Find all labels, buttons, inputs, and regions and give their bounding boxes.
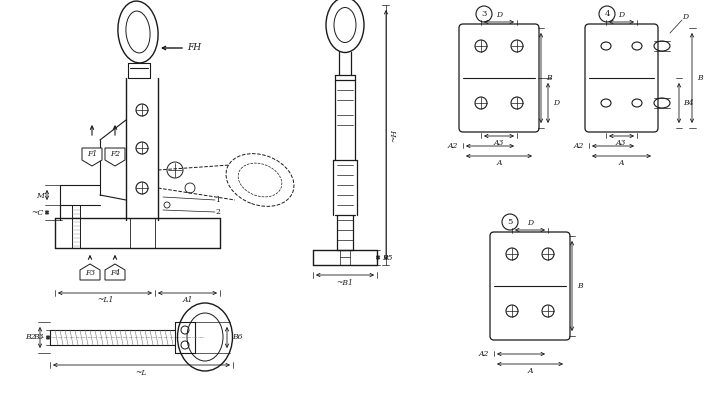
Text: 3: 3	[481, 10, 486, 18]
Text: A: A	[497, 159, 502, 167]
Text: A3: A3	[616, 139, 626, 147]
Polygon shape	[105, 148, 125, 166]
Text: M: M	[36, 192, 44, 200]
Text: A: A	[527, 367, 533, 375]
Text: F3: F3	[85, 269, 95, 277]
Text: F2: F2	[110, 150, 120, 158]
Text: 1: 1	[216, 196, 220, 204]
Text: ~C: ~C	[31, 209, 43, 217]
Text: ~L: ~L	[135, 369, 147, 377]
Text: 4: 4	[604, 10, 610, 18]
Text: D: D	[682, 13, 688, 21]
Text: F1: F1	[87, 150, 97, 158]
Polygon shape	[82, 148, 102, 166]
Text: A2: A2	[574, 142, 585, 150]
Text: 2: 2	[216, 208, 220, 216]
Text: A3: A3	[494, 139, 505, 147]
Text: ~B1: ~B1	[337, 279, 353, 287]
Text: B: B	[577, 282, 583, 290]
Text: B5: B5	[382, 254, 393, 262]
Text: B3: B3	[33, 333, 43, 341]
Text: B6: B6	[232, 333, 242, 341]
Text: B4: B4	[683, 99, 694, 107]
Text: F4: F4	[110, 269, 120, 277]
Text: A1: A1	[182, 296, 193, 304]
Text: D: D	[553, 99, 559, 107]
Text: D: D	[527, 219, 533, 227]
Text: 5: 5	[507, 218, 513, 226]
Text: A: A	[618, 159, 624, 167]
Polygon shape	[80, 264, 100, 280]
Text: B2: B2	[25, 333, 35, 341]
Text: B: B	[546, 74, 552, 82]
Text: ~H: ~H	[390, 129, 398, 142]
Text: A2: A2	[479, 350, 489, 358]
Polygon shape	[105, 264, 125, 280]
Text: D: D	[618, 11, 624, 19]
Text: FH: FH	[187, 42, 201, 51]
Text: D: D	[496, 11, 502, 19]
Text: A2: A2	[448, 142, 458, 150]
Text: B: B	[697, 74, 703, 82]
Text: ~L1: ~L1	[97, 296, 113, 304]
